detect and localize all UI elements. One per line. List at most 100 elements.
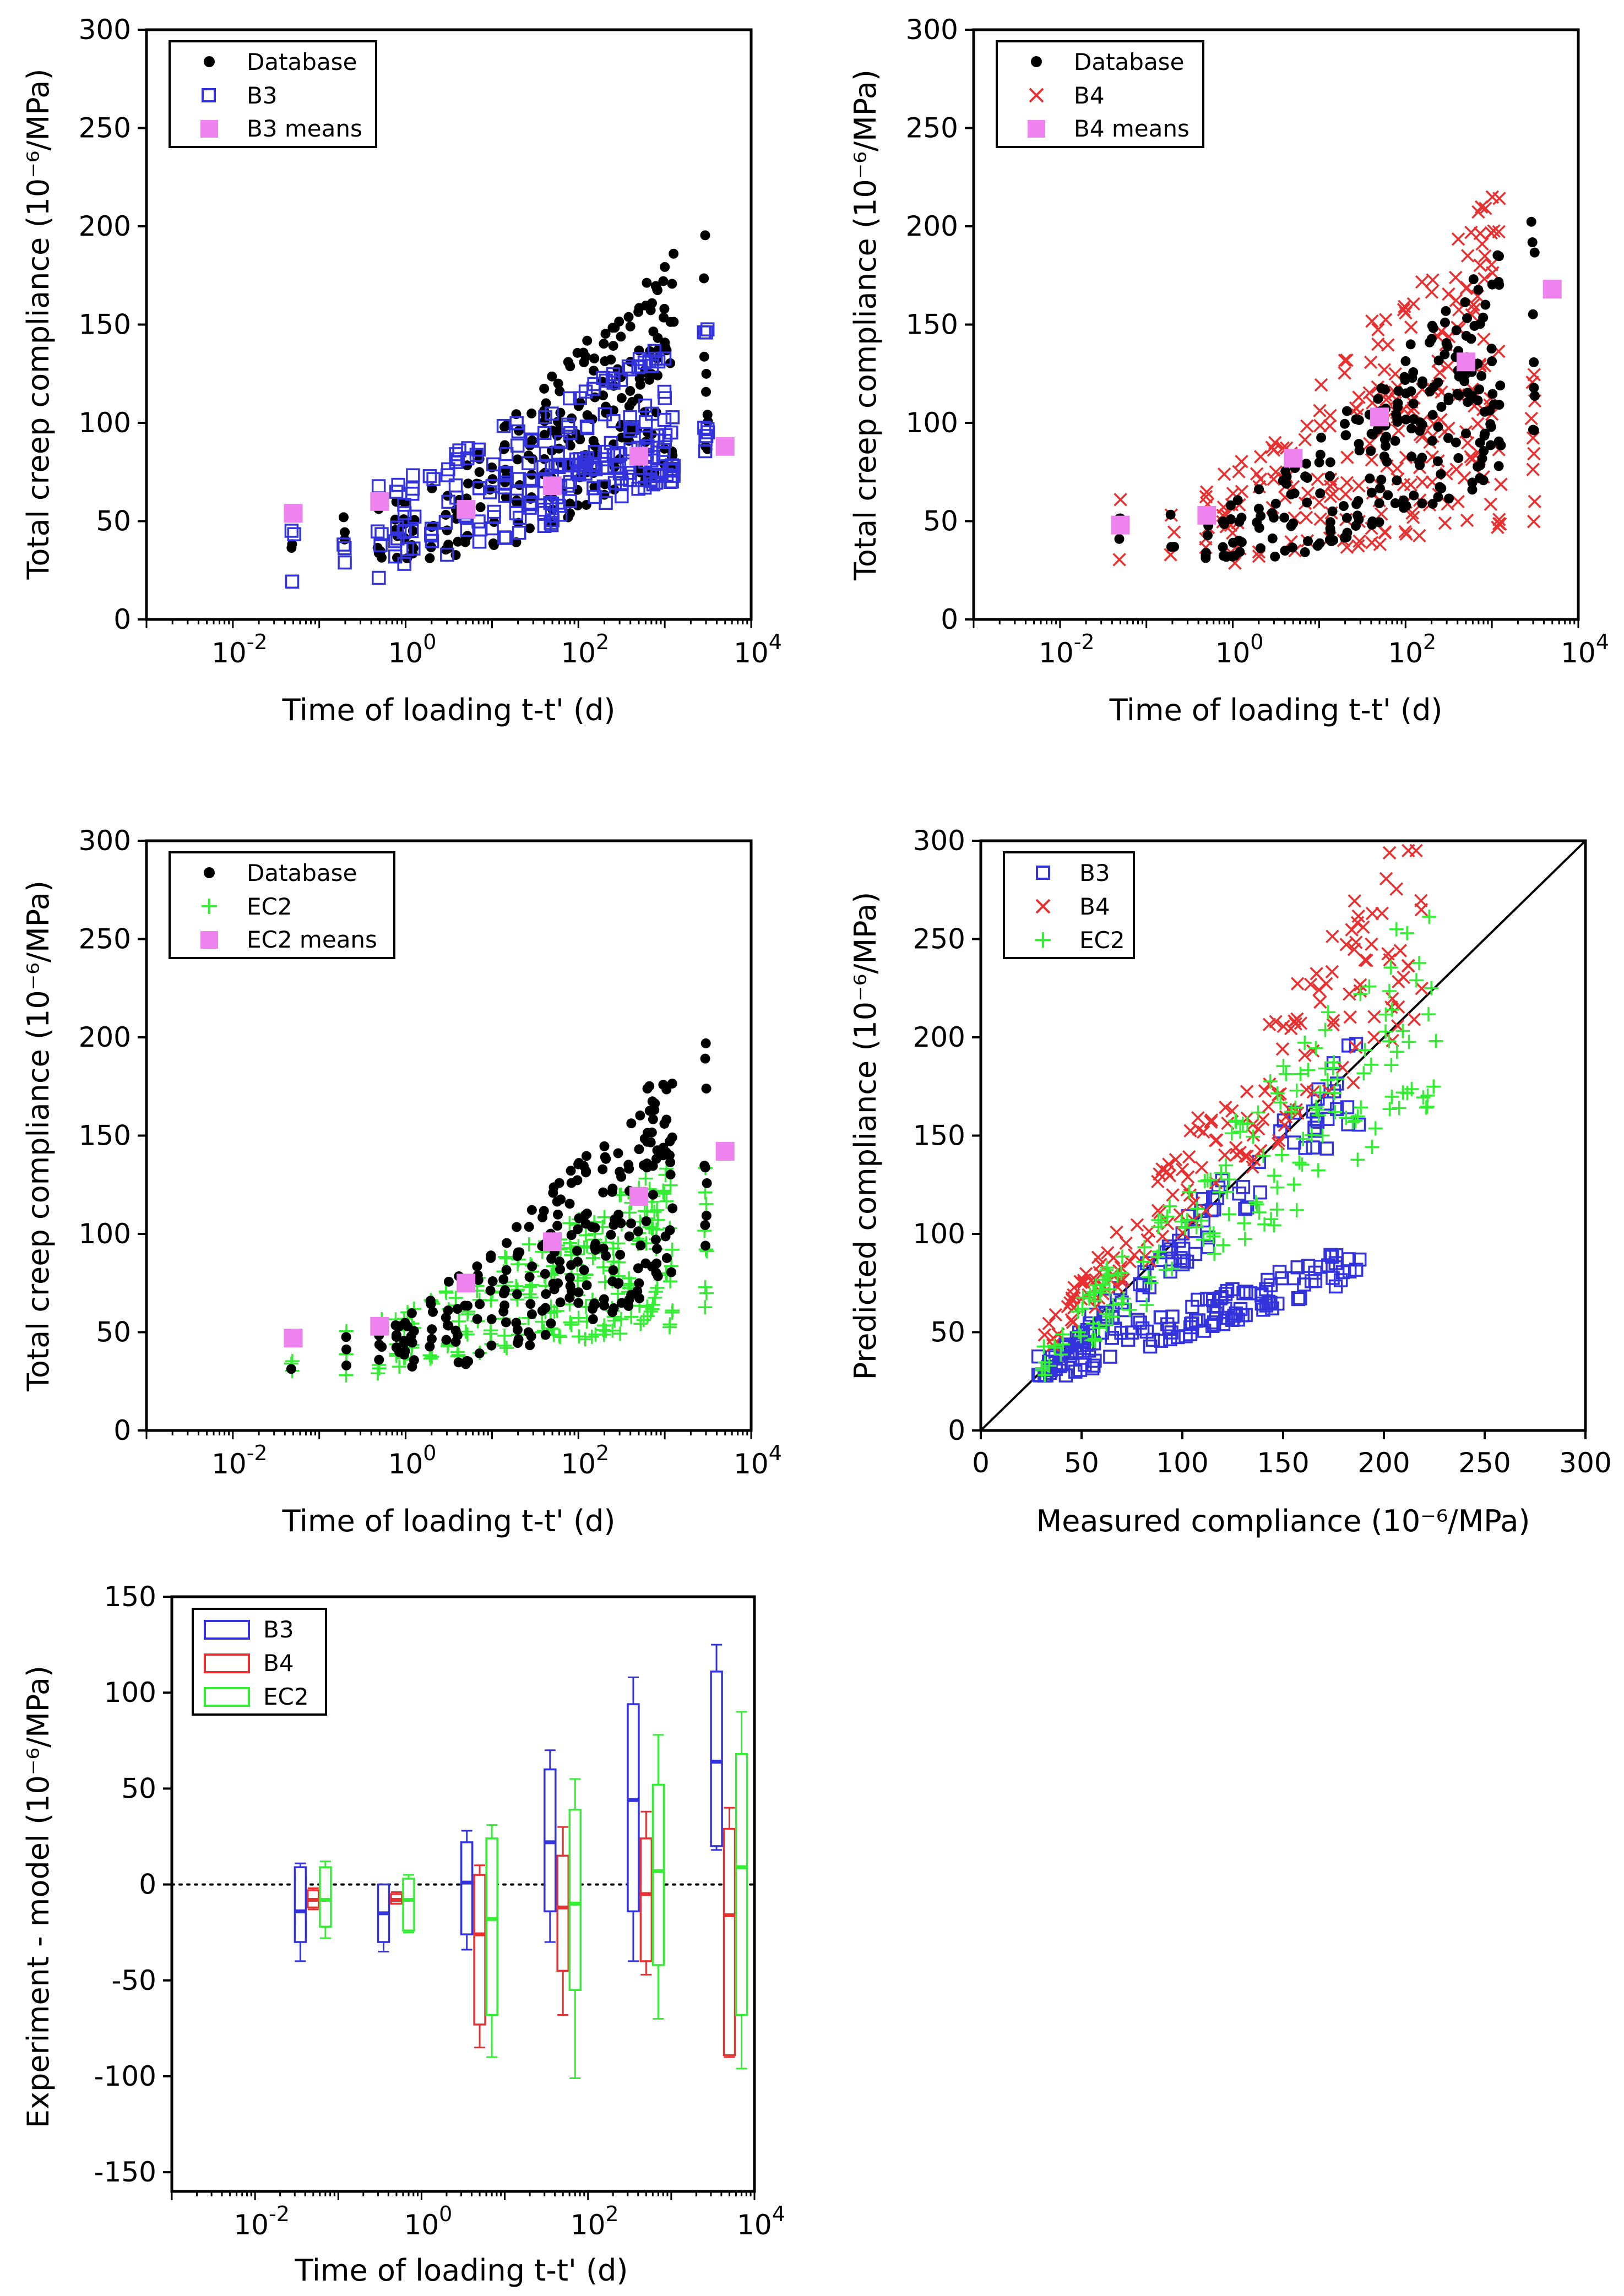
- b3-point: [1320, 1112, 1335, 1126]
- ec2-point: [1416, 1090, 1431, 1105]
- y-tick-label: 150: [906, 309, 958, 341]
- b3-point: [1207, 1317, 1221, 1332]
- database-point: [425, 1341, 435, 1352]
- ec2-point: [1178, 1220, 1193, 1235]
- b4-point: [1471, 417, 1485, 431]
- b4-point: [1323, 409, 1337, 423]
- database-point: [700, 230, 710, 241]
- b4-point: [1379, 393, 1393, 407]
- ec2-point: [1311, 1163, 1326, 1178]
- database-point: [1374, 517, 1384, 527]
- ec2-point: [1384, 1090, 1399, 1105]
- b3-point: [1172, 1233, 1186, 1248]
- database-point: [377, 1342, 387, 1352]
- ec2-point: [1150, 1249, 1165, 1264]
- x-tick-label: 10-2: [233, 2202, 290, 2241]
- ec2-point: [1400, 926, 1415, 940]
- ec2-point: [1318, 1022, 1333, 1037]
- database-point: [636, 1240, 646, 1250]
- database-point: [623, 1160, 634, 1170]
- database-point: [1279, 513, 1290, 523]
- database-point: [648, 1114, 658, 1124]
- y-tick-label: 50: [930, 1316, 965, 1348]
- database-point: [1461, 428, 1471, 439]
- ec2-point: [498, 1249, 513, 1264]
- b4-point: [1204, 1113, 1219, 1127]
- database-point: [645, 1137, 656, 1147]
- database-point: [1398, 496, 1409, 506]
- b4-point: [1349, 1040, 1363, 1054]
- database-point: [1409, 490, 1419, 500]
- b4-point: [1175, 1162, 1190, 1177]
- database-point: [625, 385, 636, 396]
- ec2-point: [596, 1260, 611, 1275]
- mean-point: [284, 1329, 303, 1348]
- ec2-point: [1279, 1067, 1294, 1081]
- database-point: [1462, 313, 1473, 323]
- database-point: [1375, 483, 1385, 493]
- database-point: [1417, 453, 1427, 463]
- database-point: [1201, 547, 1211, 558]
- b3-point: [1340, 1100, 1355, 1114]
- b4-point: [1262, 1100, 1275, 1114]
- x-tick-label: 100: [404, 2202, 453, 2241]
- database-point: [633, 1263, 643, 1274]
- database-point: [660, 262, 670, 272]
- database-point: [1473, 395, 1483, 406]
- b4-point: [1300, 1082, 1313, 1097]
- database-point: [1529, 357, 1539, 367]
- b4-point: [1298, 433, 1312, 447]
- b3-point: [561, 420, 575, 434]
- b4-point: [1291, 1106, 1305, 1120]
- b4-point: [1130, 1218, 1144, 1232]
- ec2-point: [605, 1323, 620, 1338]
- database-point: [1381, 440, 1391, 451]
- ec2-point: [1246, 1129, 1261, 1144]
- mean-point: [629, 447, 648, 466]
- b3-point: [552, 498, 566, 513]
- ec2-point: [699, 1196, 714, 1211]
- database-point: [1433, 492, 1443, 502]
- panel-a-legend: Database B3 B3 means: [169, 40, 377, 148]
- database-point: [581, 1151, 591, 1161]
- b3-point: [563, 494, 577, 508]
- ec2-point: [571, 1310, 586, 1325]
- b4-point: [1451, 232, 1465, 246]
- mean-point: [284, 504, 303, 523]
- y-tick-label: 100: [79, 1218, 131, 1250]
- b3-point: [448, 478, 463, 493]
- database-point: [1391, 409, 1402, 420]
- b4-point: [1346, 1076, 1360, 1090]
- database-point: [1203, 530, 1213, 541]
- database-point: [1427, 499, 1438, 509]
- b3-point: [1187, 1224, 1202, 1238]
- b4-point: [1401, 959, 1415, 973]
- b3-point: [658, 391, 672, 405]
- b4-point: [1339, 487, 1353, 501]
- ec2-point: [1094, 1282, 1109, 1297]
- database-point: [463, 1301, 473, 1311]
- database-point: [564, 1199, 575, 1209]
- database-point: [399, 1338, 410, 1348]
- database-point: [1268, 512, 1279, 523]
- b4-point: [1112, 553, 1126, 567]
- ec2-point: [645, 1302, 660, 1316]
- b3-point: [391, 477, 405, 492]
- database-point: [1341, 406, 1352, 416]
- y-tick-label: 150: [913, 1120, 965, 1152]
- database-point: [1460, 297, 1470, 307]
- database-point: [1327, 506, 1338, 516]
- database-point: [341, 1360, 351, 1370]
- b3-point: [498, 475, 513, 490]
- b3-point: [472, 535, 487, 549]
- b4-point: [1473, 258, 1487, 273]
- database-point: [1436, 401, 1447, 412]
- database-point: [487, 1276, 498, 1287]
- database-point: [644, 1081, 655, 1091]
- b4-point: [1485, 258, 1498, 271]
- ec2-point: [425, 1350, 439, 1364]
- panel-b-xlabel: Time of loading t-t' (d): [1109, 693, 1443, 727]
- x-tick-label: 300: [1559, 1447, 1611, 1479]
- database-point: [1427, 410, 1438, 420]
- database-point: [485, 1285, 496, 1296]
